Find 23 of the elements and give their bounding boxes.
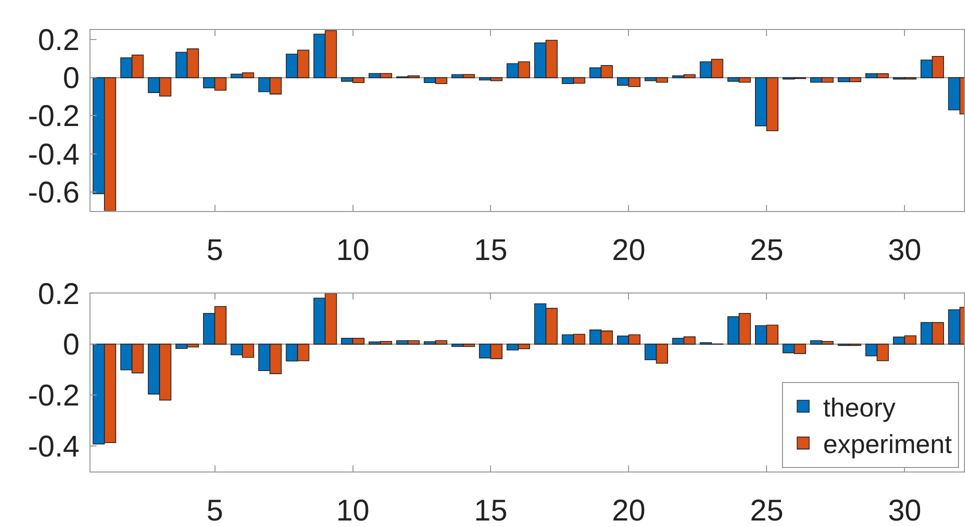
x-tick-label: 30 — [888, 494, 922, 527]
y-tick-label: -0.2 — [28, 380, 80, 413]
y-tick-label: 0 — [62, 328, 80, 362]
legend-label: experiment — [823, 429, 953, 460]
x-tick-label: 10 — [336, 234, 370, 267]
y-tick-label: -0.2 — [28, 100, 80, 134]
x-tick-label: 15 — [474, 234, 508, 267]
x-tick-label: 15 — [474, 494, 508, 527]
x-tick-label: 20 — [612, 494, 646, 527]
y-tick-label: 0.2 — [38, 24, 80, 58]
y-tick-label: 0 — [62, 62, 80, 96]
y-tick-label: -0.6 — [28, 176, 80, 210]
x-tick-label: 25 — [750, 494, 784, 527]
y-tick-label: -0.4 — [28, 430, 80, 464]
x-tick-label: 5 — [206, 234, 224, 267]
x-tick-label: 25 — [750, 234, 784, 267]
legend-label: theory — [823, 392, 896, 422]
x-tick-label: 20 — [612, 234, 646, 267]
x-tick-label: 5 — [206, 494, 224, 527]
y-tick-label: -0.4 — [28, 138, 80, 172]
y-tick-label: 0.2 — [38, 278, 80, 311]
x-tick-label: 10 — [336, 494, 370, 527]
x-tick-label: 30 — [888, 234, 922, 267]
